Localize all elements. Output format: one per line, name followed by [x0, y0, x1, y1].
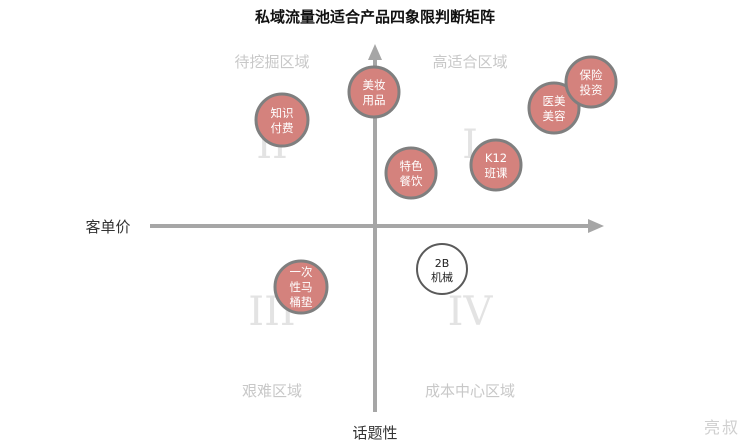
bubble-meizhuang: 美妆 用品 — [347, 65, 401, 119]
horizontal-axis — [150, 219, 604, 233]
x-axis-label: 客单价 — [85, 218, 130, 236]
bubble-meizhuang-line-2: 用品 — [363, 93, 386, 107]
bubble-jixie: 2B 机械 — [416, 243, 468, 295]
quadrant-4-label: 成本中心区域 — [425, 382, 515, 400]
bubble-k12-line-2: 班课 — [485, 166, 508, 180]
bubble-jixie-line-2: 机械 — [431, 270, 453, 284]
bubble-matongdian-line-1: 一次 — [290, 265, 313, 279]
bubble-matongdian: 一次 性马 桶垫 — [273, 259, 329, 315]
bubble-k12: K12 班课 — [469, 138, 523, 192]
quadrant-1-label: 高适合区域 — [432, 53, 507, 71]
bubble-baoxian-line-1: 保险 — [580, 68, 603, 82]
bubble-zhishi-line-1: 知识 — [271, 106, 294, 120]
bubble-yimei-line-2: 美容 — [543, 109, 566, 123]
chart-title: 私域流量池适合产品四象限判断矩阵 — [254, 8, 495, 26]
bubble-zhishi: 知识 付费 — [254, 92, 310, 148]
quadrant-3-label: 艰难区域 — [242, 382, 302, 400]
bubble-zhishi-line-2: 付费 — [271, 121, 294, 135]
bubble-baoxian-line-2: 投资 — [580, 83, 603, 97]
bubble-yimei: 医美 美容 — [527, 81, 581, 135]
bubble-k12-line-1: K12 — [485, 151, 507, 165]
bubble-matongdian-line-2: 性马 — [290, 280, 313, 294]
watermark: 亮叔 — [704, 418, 740, 437]
bubble-baoxian: 保险 投资 — [564, 55, 618, 109]
bubble-meizhuang-line-1: 美妆 — [363, 78, 386, 92]
y-axis-label: 话题性 — [352, 424, 397, 442]
bubble-canyin-line-2: 餐饮 — [400, 174, 423, 188]
bubble-jixie-line-1: 2B — [435, 257, 450, 270]
bubble-yimei-line-1: 医美 — [543, 94, 566, 108]
quadrant-2-label: 待挖掘区域 — [234, 53, 309, 71]
bubble-matongdian-line-3: 桶垫 — [290, 295, 313, 309]
bubble-canyin: 特色 餐饮 — [384, 146, 438, 200]
quadrant-4-numeral: IV — [448, 289, 494, 335]
bubble-canyin-line-1: 特色 — [400, 159, 423, 173]
